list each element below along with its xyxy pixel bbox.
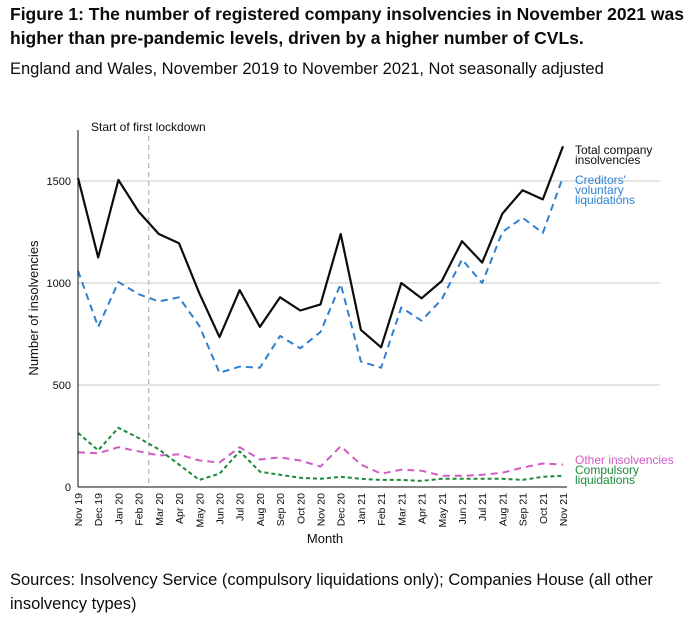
x-tick-labels: Nov 19 Dec 19 Jan 20 Feb 20 Mar 20 Apr 20 May … (73, 493, 570, 528)
lockdown-annotation-label: Start of first lockdown (91, 120, 206, 134)
x-tick-label: Sep 20 (275, 493, 287, 526)
x-tick-label: Sep 21 (518, 493, 530, 526)
x-tick-label: Nov 19 (73, 493, 85, 526)
x-tick-label: Jul 21 (477, 493, 489, 521)
y-axis-label: Number of insolvencies (26, 240, 41, 376)
x-tick-label: Apr 21 (417, 493, 429, 524)
series-label-compulsory: Compulsory (575, 463, 639, 477)
series-line-compulsory (77, 426, 564, 482)
y-tick-label: 1500 (47, 176, 71, 188)
x-tick-label: Mar 21 (396, 493, 408, 526)
series-label-cvl: voluntary (575, 183, 624, 197)
x-tick-label: Jan 20 (113, 493, 125, 525)
x-tick-label: Feb 21 (376, 493, 388, 526)
series-label-total: Total company (575, 143, 652, 157)
figure-title: Figure 1: The number of registered compa… (10, 4, 684, 48)
x-tick-label: Jun 20 (214, 493, 226, 525)
x-tick-label: Aug 21 (497, 493, 509, 526)
y-tick-label: 500 (53, 380, 71, 392)
x-tick-label: Oct 20 (295, 493, 307, 524)
series-label-total: insolvencies (575, 153, 640, 167)
x-tick-label: May 21 (437, 493, 449, 528)
gridlines (78, 180, 660, 386)
y-tick-label: 0 (65, 482, 71, 494)
x-axis-label: Month (307, 531, 343, 546)
x-tick-label: Mar 20 (154, 493, 166, 526)
figure-source-note: Sources: Insolvency Service (compulsory … (10, 571, 653, 613)
x-tick-label: Aug 20 (255, 493, 267, 526)
series-label-cvl: liquidations (575, 193, 635, 207)
x-tick-label: Jul 20 (235, 493, 247, 521)
series-label-other: Other insolvencies (575, 453, 674, 467)
series-label-compulsory: liquidations (575, 473, 635, 487)
insolvencies-line-chart: Start of first lockdown 0 500 1000 1500 Nov… (26, 120, 674, 546)
x-tick-label: May 20 (194, 493, 206, 528)
series-label-cvl: Creditors' (575, 173, 626, 187)
y-tick-labels: 0 500 1000 1500 (47, 176, 71, 494)
series-line-other (77, 445, 564, 477)
x-tick-label: Jan 21 (356, 493, 368, 525)
x-tick-label: Dec 20 (336, 493, 348, 526)
x-tick-label: Apr 20 (174, 493, 186, 524)
series-lines (76, 145, 565, 482)
x-tick-label: Jun 21 (457, 493, 469, 525)
series-line-cvl (77, 176, 564, 374)
x-tick-label: Feb 20 (134, 493, 146, 526)
y-tick-label: 1000 (47, 278, 71, 290)
series-line-total (76, 145, 565, 349)
figure-subtitle: England and Wales, November 2019 to Nove… (10, 60, 604, 78)
x-tick-label: Nov 21 (558, 493, 570, 526)
x-tick-label: Dec 19 (93, 493, 105, 526)
x-tick-label: Oct 21 (538, 493, 550, 524)
x-tick-label: Nov 20 (316, 493, 328, 526)
